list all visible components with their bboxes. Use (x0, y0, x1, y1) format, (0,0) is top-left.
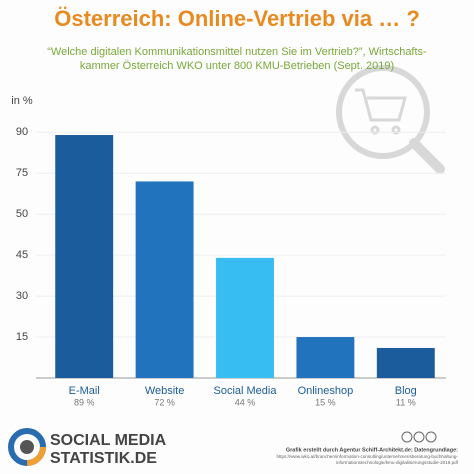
y-tick-label: 30 (16, 290, 28, 302)
y-tick-label: 45 (16, 249, 28, 261)
subtitle: “Welche digitalen Kommunikationsmittel n… (47, 46, 427, 58)
x-tick-label: Social Media (214, 385, 278, 397)
y-tick-label: 50 (16, 208, 28, 220)
bar (135, 181, 194, 378)
value-label: 89 % (74, 397, 95, 407)
logo-text: SOCIAL MEDIA (50, 432, 167, 449)
value-label: 44 % (235, 397, 256, 407)
x-tick-label: Website (145, 385, 185, 397)
bar (296, 337, 355, 378)
bar (376, 347, 435, 378)
value-label: 72 % (154, 397, 175, 407)
credit: Grafik erstellt durch Agentur Schiff-Arc… (286, 447, 458, 453)
logo (8, 428, 46, 466)
y-axis-label: in % (11, 95, 33, 107)
bar (216, 257, 274, 378)
y-tick-label: 90 (16, 126, 28, 138)
source: informationstechnologie/kmu-digitalisier… (336, 460, 459, 465)
license-icons (401, 431, 437, 443)
chart-title: Österreich: Online-Vertrieb via … ? (54, 6, 420, 31)
value-label: 11 % (396, 397, 416, 407)
x-tick-label: E-Mail (69, 385, 100, 397)
bar (55, 135, 114, 378)
value-label: 15 % (315, 397, 336, 407)
source: https://www.wko.at/branchen/information-… (276, 454, 458, 459)
logo-text: STATISTIK.DE (50, 450, 157, 467)
y-tick-label: 75 (16, 167, 28, 179)
y-tick-label: 15 (16, 331, 28, 343)
subtitle: kammer Österreich WKO unter 800 KMU-Betr… (80, 60, 394, 72)
x-tick-label: Blog (395, 385, 417, 397)
x-tick-label: Onlineshop (298, 385, 354, 397)
cart-icon (336, 65, 445, 174)
